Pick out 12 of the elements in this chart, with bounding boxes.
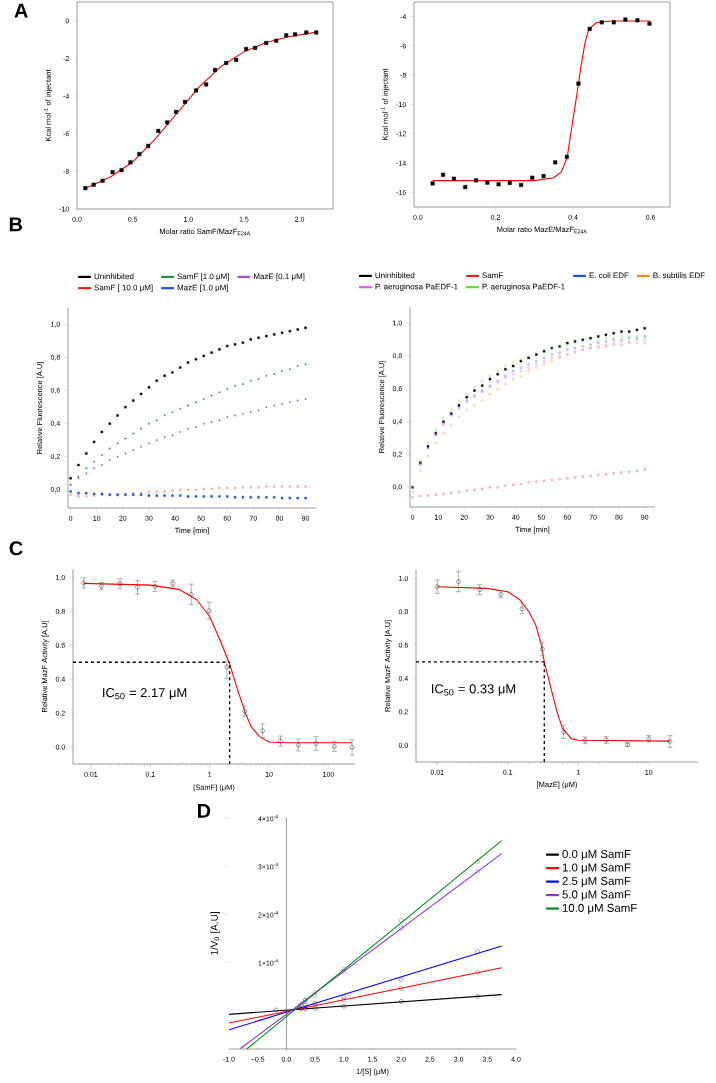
legend-label: 0.0 μM SamF [562, 849, 631, 861]
legend-label: 1.0 μM SamF [562, 863, 631, 874]
chart-title: A [14, 3, 28, 18]
legend-label: 5.0 μM SamF [562, 890, 631, 901]
y-axis-title: 1/V$_{0}$ [A.U] [210, 912, 220, 955]
chart-title: B [9, 217, 23, 232]
legend-label: 2.5 μM SamF [562, 876, 631, 888]
chart-title: C [9, 541, 23, 556]
annotation: IC$_{50}$ = 2.17 μM [103, 688, 187, 700]
annotation: IC$_{50}$ = 0.33 μM [432, 684, 516, 696]
legend-label: 10.0 μM SamF [562, 903, 637, 915]
chart-title: D [197, 804, 211, 818]
